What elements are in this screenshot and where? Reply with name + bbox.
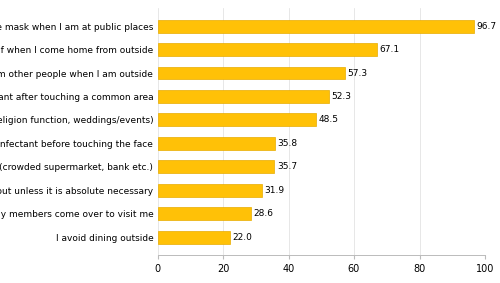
Bar <box>158 90 329 103</box>
Bar <box>158 67 345 80</box>
Bar <box>158 20 474 33</box>
Text: 22.0: 22.0 <box>232 233 252 242</box>
Text: 96.7: 96.7 <box>477 22 497 31</box>
Bar <box>158 231 230 243</box>
Text: 35.8: 35.8 <box>278 139 297 148</box>
Text: 48.5: 48.5 <box>319 115 339 124</box>
Bar <box>158 207 251 220</box>
Text: 52.3: 52.3 <box>332 92 351 101</box>
Bar <box>158 184 262 197</box>
Bar <box>158 43 378 56</box>
Bar <box>158 137 274 150</box>
Text: 57.3: 57.3 <box>348 68 368 78</box>
Text: 35.7: 35.7 <box>277 162 297 171</box>
Bar <box>158 160 274 173</box>
Bar <box>158 113 316 126</box>
Text: 28.6: 28.6 <box>254 209 274 218</box>
Text: 67.1: 67.1 <box>380 45 400 54</box>
Text: 31.9: 31.9 <box>264 186 284 195</box>
